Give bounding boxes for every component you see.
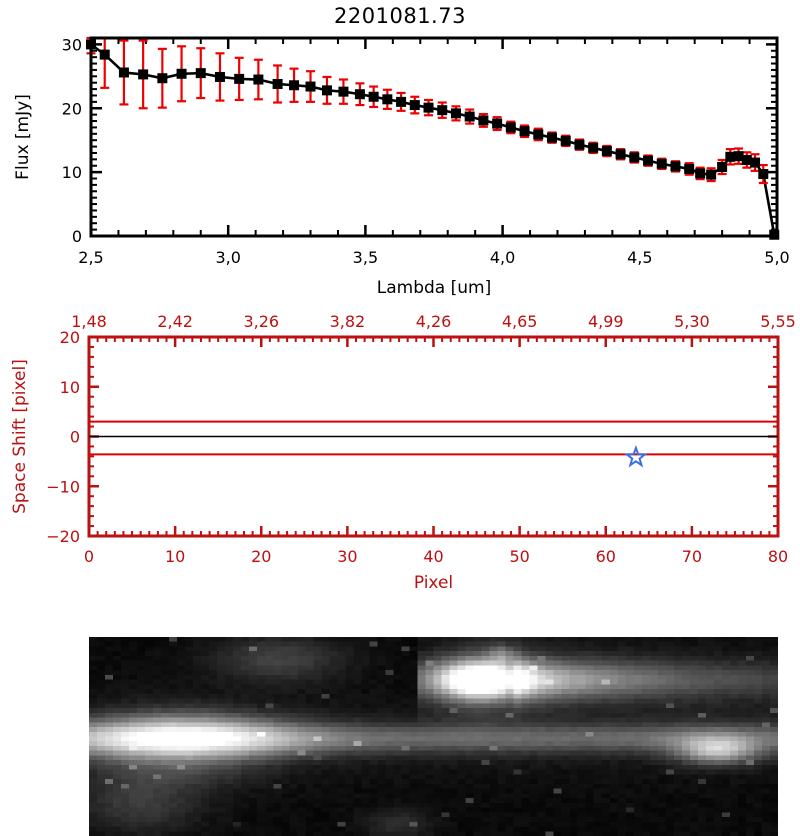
x-tick-label: 4,5	[627, 248, 652, 267]
data-point	[643, 155, 654, 166]
data-point	[253, 74, 264, 85]
data-point	[670, 161, 681, 172]
data-point	[519, 126, 530, 137]
data-point	[492, 118, 503, 129]
image-top-tick-label: 4,65	[502, 312, 538, 331]
image-top-tick-label: 5,55	[760, 312, 796, 331]
x-tick-label: 3,5	[353, 248, 378, 267]
image-x-tick-label: 20	[251, 547, 271, 566]
data-point	[382, 94, 393, 105]
data-point	[750, 157, 761, 168]
data-point	[588, 142, 599, 153]
y-axis-label: Flux [mJy]	[13, 94, 33, 180]
data-point	[305, 81, 316, 92]
data-point	[368, 91, 379, 102]
image-x-tick-label: 40	[423, 547, 443, 566]
y-tick-label: 20	[62, 99, 82, 118]
data-point	[195, 68, 206, 79]
data-point	[157, 73, 168, 84]
y-tick-label: 10	[62, 163, 82, 182]
spectrum-chart: 2,5 3,0 3,5 4,0 4,5 5,0 0 10 20 30 Lambda [um] Flux…	[13, 35, 790, 298]
spectrum-panel: 2201081.73 2,5 3,0 3,5 4,0 4,5 5,0 0 10 20 30 Lamb…	[0, 0, 800, 300]
image-y-axis-label: Space Shift [pixel]	[10, 359, 30, 514]
data-point	[574, 139, 585, 150]
y-tick-label: 30	[62, 35, 82, 54]
image-x-tick-label: 50	[509, 547, 529, 566]
data-point	[717, 162, 728, 173]
data-point	[725, 151, 736, 162]
x-tick-label: 4,0	[490, 248, 515, 267]
image-y-tick-label: −20	[46, 527, 80, 546]
image-top-tick-label: 3,82	[330, 312, 366, 331]
data-point	[601, 146, 612, 157]
data-point-markers	[86, 39, 780, 240]
data-point	[354, 89, 365, 100]
data-point	[758, 169, 769, 180]
data-point	[423, 102, 434, 113]
data-point	[546, 132, 557, 143]
image-y-tick-label: −10	[46, 477, 80, 496]
image-y-tick-label: 20	[60, 328, 80, 347]
spectral-image	[89, 637, 778, 836]
image-top-tick-label: 4,26	[416, 312, 452, 331]
data-point	[464, 111, 475, 122]
data-point	[450, 108, 461, 119]
data-point	[741, 154, 752, 165]
image-y-tick-label: 10	[60, 378, 80, 397]
data-point	[409, 100, 420, 111]
data-point	[176, 68, 187, 79]
y-tick-label: 0	[72, 227, 82, 246]
data-point	[437, 105, 448, 116]
data-point	[505, 122, 516, 133]
data-point	[321, 85, 332, 96]
data-point	[560, 135, 571, 146]
data-point	[234, 73, 245, 84]
data-point	[478, 115, 489, 126]
data-point	[272, 78, 283, 89]
image-top-tick-label: 2,42	[157, 312, 193, 331]
data-point	[138, 69, 149, 80]
image-top-tick-label: 1,48	[71, 312, 107, 331]
spectral-image-axes: 0 10 20 30 40 50 60 70 80 Pixel 20 10 0 −10 −20 Space S…	[10, 312, 796, 593]
image-x-tick-label: 60	[596, 547, 616, 566]
data-point	[695, 168, 706, 179]
x-tick-label: 2,5	[78, 248, 103, 267]
image-x-tick-label: 30	[337, 547, 357, 566]
error-bars	[86, 36, 779, 238]
data-point	[338, 86, 349, 97]
data-point	[656, 158, 667, 169]
data-point	[733, 151, 744, 162]
image-top-tick-label: 5,30	[674, 312, 710, 331]
image-top-tick-label: 3,26	[243, 312, 279, 331]
data-point	[214, 71, 225, 82]
image-top-tick-label: 4,99	[588, 312, 624, 331]
image-x-axis-label: Pixel	[414, 573, 453, 593]
x-axis-label: Lambda [um]	[377, 278, 491, 298]
image-x-tick-label: 10	[165, 547, 185, 566]
data-point	[706, 169, 717, 180]
data-point	[533, 129, 544, 140]
x-tick-label: 3,0	[215, 248, 240, 267]
image-x-tick-label: 70	[682, 547, 702, 566]
data-point	[629, 152, 640, 163]
image-x-tick-label: 0	[84, 547, 94, 566]
blue-star-icon	[624, 444, 648, 468]
x-tick-label: 5,0	[764, 248, 789, 267]
data-point	[289, 80, 300, 91]
image-y-tick-label: 0	[70, 428, 80, 447]
data-point	[396, 96, 407, 107]
spectral-image-panel: 0 10 20 30 40 50 60 70 80 Pixel 20 10 0 −10 −20 Space S…	[0, 300, 800, 836]
image-x-tick-label: 80	[768, 547, 788, 566]
data-point	[615, 149, 626, 160]
plot-frame	[89, 36, 779, 238]
data-point	[118, 67, 129, 78]
page-title: 2201081.73	[334, 4, 466, 28]
data-point	[684, 163, 695, 174]
data-point	[99, 49, 110, 60]
spectrum-line	[90, 43, 776, 235]
